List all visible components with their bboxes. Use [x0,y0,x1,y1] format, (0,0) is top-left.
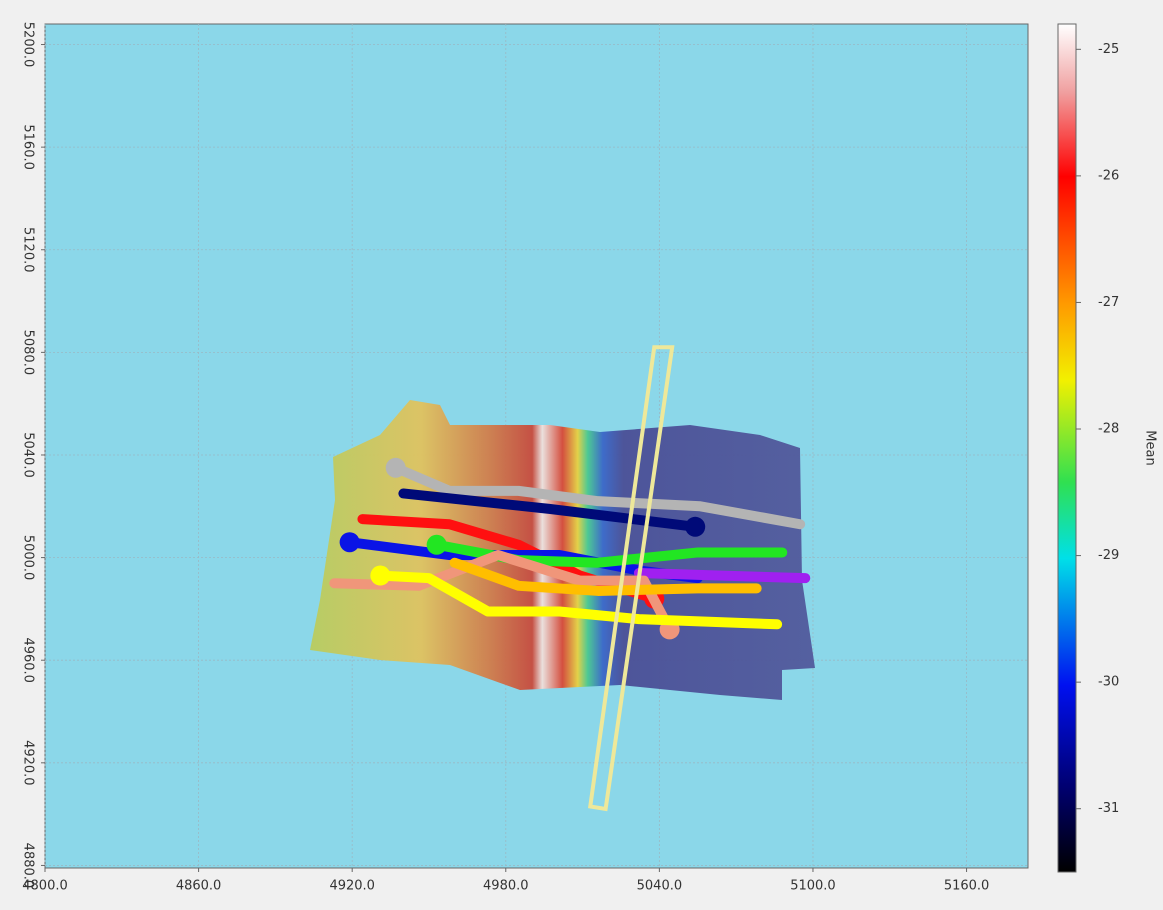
y-tick-label: 4960.0 [21,637,36,683]
colorbar-tick-label: -29 [1098,548,1119,563]
line-endpoint [685,517,705,537]
y-tick-label: 4880.0 [21,843,36,889]
colorbar-tick-label: -30 [1098,675,1119,690]
x-tick-label: 5160.0 [944,879,990,894]
colorbar-tick-label: -27 [1098,295,1119,310]
y-tick-label: 5040.0 [21,432,36,478]
line-endpoint [340,532,360,552]
colorbar [1058,24,1076,872]
y-tick-label: 5120.0 [21,227,36,273]
x-tick-label: 4920.0 [329,879,375,894]
line-endpoint [386,458,406,478]
chart: Mean 4800.04860.04920.04980.05040.05100.… [0,0,1163,906]
y-tick-label: 4920.0 [21,740,36,786]
colorbar-label: Mean [1143,430,1158,465]
colorbar-tick-label: -26 [1098,168,1119,183]
line-endpoint [427,535,447,555]
y-tick-label: 5000.0 [21,535,36,581]
x-tick-label: 5040.0 [637,879,683,894]
y-tick-label: 5200.0 [21,22,36,68]
line-endpoint [370,566,390,586]
colorbar-tick-label: -25 [1098,42,1119,57]
x-tick-label: 4980.0 [483,879,529,894]
y-tick-label: 5080.0 [21,330,36,376]
colorbar-tick-label: -31 [1098,801,1119,816]
survey-line [639,573,805,578]
x-tick-label: 5100.0 [790,879,836,894]
page: {"chart_data": { "type": "map", "xlim": … [0,0,1163,906]
x-tick-label: 4860.0 [176,879,222,894]
y-tick-label: 5160.0 [21,124,36,170]
colorbar-tick-label: -28 [1098,422,1119,437]
